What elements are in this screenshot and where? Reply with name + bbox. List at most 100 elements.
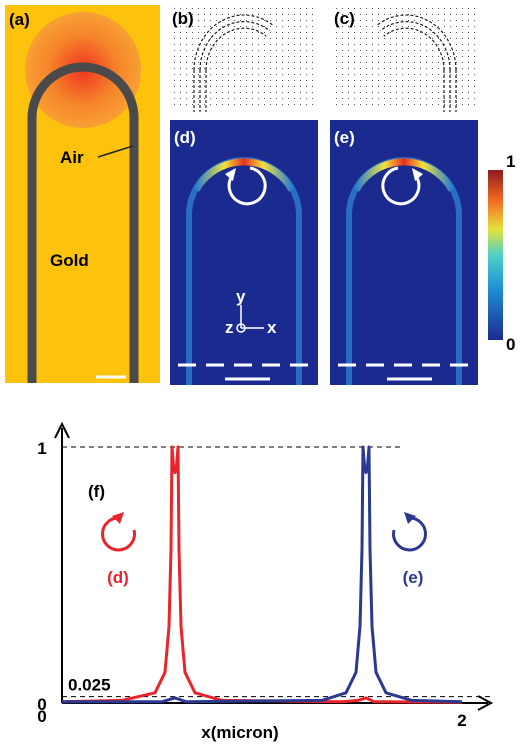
quiver-dot xyxy=(198,8,199,9)
quiver-dot xyxy=(444,104,445,105)
quiver-dot xyxy=(468,98,469,99)
quiver-dot xyxy=(468,104,469,105)
quiver-dot xyxy=(408,80,409,81)
quiver-dot xyxy=(210,68,211,69)
quiver-dot xyxy=(198,44,199,45)
quiver-dot xyxy=(450,8,451,9)
quiver-dot xyxy=(192,26,193,27)
quiver-dot xyxy=(366,62,367,63)
quiver-dot xyxy=(402,26,403,27)
quiver-dot xyxy=(288,32,289,33)
quiver-dot xyxy=(474,104,475,105)
quiver-dot xyxy=(252,8,253,9)
quiver-dot xyxy=(384,8,385,9)
quiver-dot xyxy=(414,56,415,57)
quiver-dot xyxy=(306,14,307,15)
quiver-dot xyxy=(186,104,187,105)
quiver-dot xyxy=(444,56,445,57)
quiver-dot xyxy=(468,74,469,75)
quiver-dot xyxy=(396,86,397,87)
quiver-dot xyxy=(264,86,265,87)
quiver-dot xyxy=(264,38,265,39)
quiver-dot xyxy=(252,98,253,99)
quiver-dot xyxy=(228,86,229,87)
quiver-dot xyxy=(420,62,421,63)
quiver-dot xyxy=(360,80,361,81)
quiver-dot xyxy=(474,44,475,45)
quiver-dot xyxy=(402,8,403,9)
quiver-dot xyxy=(300,38,301,39)
quiver-dot xyxy=(180,98,181,99)
quiver-dot xyxy=(300,68,301,69)
quiver-dot xyxy=(198,56,199,57)
quiver-dot xyxy=(276,20,277,21)
quiver-dot xyxy=(432,62,433,63)
quiver-dot xyxy=(288,86,289,87)
quiver-dot xyxy=(468,38,469,39)
quiver-dot xyxy=(282,74,283,75)
quiver-dot xyxy=(456,104,457,105)
legend-label: (d) xyxy=(107,568,129,587)
quiver-dot xyxy=(306,32,307,33)
quiver-dot xyxy=(336,92,337,93)
quiver-dot xyxy=(180,92,181,93)
quiver-dot xyxy=(276,14,277,15)
quiver-dot xyxy=(462,20,463,21)
quiver-dot xyxy=(276,8,277,9)
quiver-dot xyxy=(204,56,205,57)
quiver-dot xyxy=(414,98,415,99)
quiver-dot xyxy=(222,98,223,99)
quiver-dot xyxy=(234,8,235,9)
quiver-dot xyxy=(336,68,337,69)
quiver-dot xyxy=(198,86,199,87)
pointer xyxy=(97,145,134,158)
quiver-dot xyxy=(240,92,241,93)
quiver-dot xyxy=(210,20,211,21)
quiver-dot xyxy=(372,98,373,99)
quiver-dot xyxy=(192,20,193,21)
quiver-dot xyxy=(288,62,289,63)
quiver-dot xyxy=(288,26,289,27)
quiver-dot xyxy=(264,20,265,21)
quiver-dot xyxy=(228,104,229,105)
arrow-head xyxy=(412,168,423,181)
quiver-dot xyxy=(366,38,367,39)
quiver-dot xyxy=(402,20,403,21)
quiver-dot xyxy=(270,26,271,27)
quiver-dot xyxy=(294,26,295,27)
quiver-dot xyxy=(474,32,475,33)
quiver-dot xyxy=(216,68,217,69)
quiver-dot xyxy=(450,20,451,21)
quiver-dot xyxy=(240,74,241,75)
quiver-dot xyxy=(384,92,385,93)
quiver-dot xyxy=(384,20,385,21)
quiver-dot xyxy=(246,20,247,21)
quiver-dot xyxy=(312,8,313,9)
arrow-head xyxy=(225,168,236,181)
quiver-dot xyxy=(264,92,265,93)
quiver-dot xyxy=(426,32,427,33)
quiver-dot xyxy=(468,92,469,93)
quiver-dot xyxy=(438,62,439,63)
quiver-dot xyxy=(312,68,313,69)
quiver-dot xyxy=(270,98,271,99)
quiver-dot xyxy=(468,62,469,63)
quiver-dot xyxy=(246,38,247,39)
quiver-dot xyxy=(300,104,301,105)
quiver-dot xyxy=(456,32,457,33)
quiver-dot xyxy=(390,62,391,63)
quiver-dot xyxy=(372,44,373,45)
quiver-dot xyxy=(270,50,271,51)
quiver-dot xyxy=(246,86,247,87)
quiver-dot xyxy=(336,50,337,51)
quiver-dot xyxy=(342,68,343,69)
quiver-dot xyxy=(462,26,463,27)
quiver-dot xyxy=(174,80,175,81)
quiver-dot xyxy=(294,20,295,21)
quiver-dot xyxy=(348,74,349,75)
quiver-dot xyxy=(180,8,181,9)
quiver-dot xyxy=(312,74,313,75)
series-line xyxy=(61,445,463,704)
quiver-dot xyxy=(258,98,259,99)
quiver-dot xyxy=(204,32,205,33)
